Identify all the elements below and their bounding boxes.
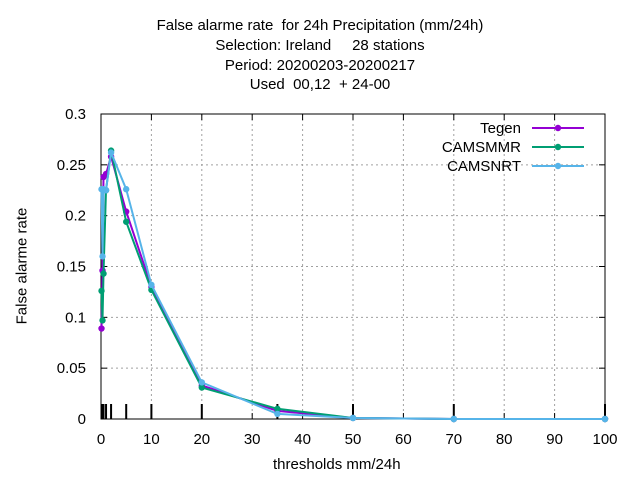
title-line-2: Selection: Ireland 28 stations	[215, 37, 425, 54]
legend: Tegen CAMSMMR CAMSNRT	[442, 120, 584, 175]
data-point	[349, 414, 357, 422]
title-line-3: Period: 20200203-20200217	[224, 57, 416, 74]
x-tick-label: 50	[345, 431, 362, 448]
x-tick-label: 60	[395, 431, 412, 448]
y-tick-label: 0.2	[65, 208, 86, 225]
y-tick-label: 0.3	[65, 106, 86, 123]
x-tick-label: 40	[294, 431, 311, 448]
data-point	[107, 149, 115, 156]
data-point	[274, 405, 281, 413]
legend-label: CAMSNRT	[447, 158, 521, 175]
data-point	[98, 287, 105, 295]
data-point	[123, 186, 130, 193]
data-point	[198, 379, 205, 386]
data-point	[99, 253, 106, 260]
data-point	[123, 218, 130, 225]
x-tick-label: 90	[546, 431, 563, 448]
data-point	[601, 415, 609, 423]
data-point	[99, 317, 106, 324]
legend-label: CAMSMMR	[442, 139, 521, 156]
x-axis-label: thresholds mm/24h	[273, 456, 401, 473]
y-tick-label: 0.15	[57, 259, 86, 276]
data-point	[148, 281, 155, 288]
legend-label: Tegen	[480, 120, 521, 137]
series-line	[100, 148, 605, 420]
data-point	[102, 187, 110, 194]
title-line-4: Used 00,12 + 24-00	[249, 76, 391, 93]
x-tick-label: 30	[244, 431, 261, 448]
data-point	[98, 325, 105, 332]
y-tick-label: 0.1	[65, 309, 86, 326]
legend-marker	[554, 124, 562, 132]
x-tick-label: 70	[445, 431, 462, 448]
data-point	[274, 410, 281, 418]
series-tegen	[98, 153, 609, 423]
legend-marker	[554, 162, 562, 170]
data-point	[100, 270, 107, 277]
x-tick-label: 10	[143, 431, 160, 448]
data-point	[198, 384, 205, 391]
y-axis-label: False alarme rate	[13, 207, 31, 325]
series-camsnrt	[98, 148, 609, 423]
legend-marker	[554, 143, 562, 151]
x-tick-label: 0	[97, 431, 105, 448]
y-tick-label: 0.25	[57, 157, 86, 174]
x-tick-label: 80	[496, 431, 513, 448]
x-tick-label: 20	[193, 431, 210, 448]
x-tick-label: 100	[592, 431, 617, 448]
y-tick-label: 0.05	[57, 360, 86, 377]
title-line-1: False alarme rate for 24h Precipitation …	[156, 17, 484, 34]
data-point	[450, 415, 457, 423]
y-tick-label: 0	[78, 411, 86, 428]
